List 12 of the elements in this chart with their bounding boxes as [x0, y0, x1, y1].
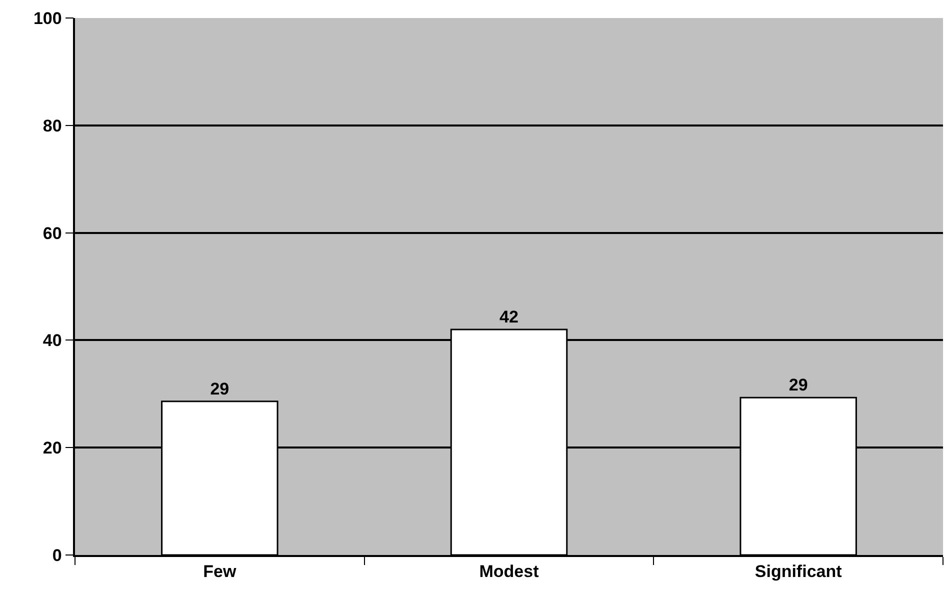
x-tick-label: Few — [203, 562, 237, 582]
y-tick-label: 20 — [42, 438, 62, 458]
y-tick-label: 0 — [52, 546, 62, 565]
y-tick-label: 80 — [42, 116, 62, 136]
y-tick-label: 60 — [42, 224, 62, 243]
data-label: 42 — [500, 307, 518, 326]
y-tick-label: 100 — [33, 8, 62, 28]
x-tick-label: Significant — [754, 562, 842, 582]
data-label: 29 — [788, 376, 808, 395]
y-tick-label: 40 — [42, 331, 62, 350]
x-tick-label: Modest — [479, 562, 540, 582]
data-label: 29 — [210, 379, 230, 398]
